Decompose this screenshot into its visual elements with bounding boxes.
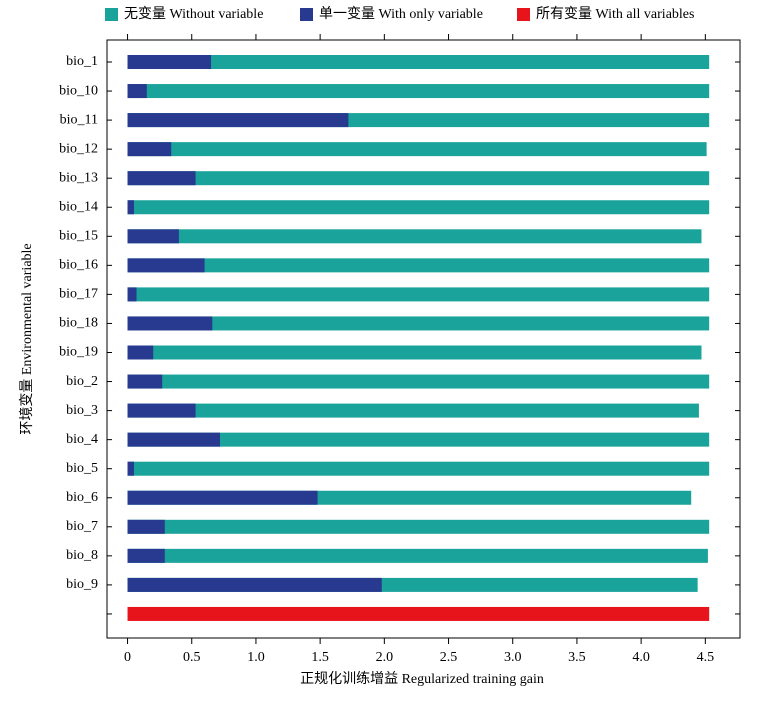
bar [127,258,710,273]
y-tick-label: bio_13 [59,170,98,185]
y-tick-label: bio_19 [59,345,98,360]
x-tick-label: 2.0 [376,650,394,665]
y-tick-label: bio_17 [59,287,98,302]
bar [127,200,710,215]
y-tick-label: bio_7 [66,519,98,534]
x-tick-label: 3.5 [568,650,586,665]
y-tick-label: bio_15 [59,229,98,244]
x-tick-label: 4.0 [632,650,650,665]
bar [127,577,382,592]
legend-swatch [105,8,118,21]
y-tick-label: bio_3 [66,403,98,418]
legend-label: 单一变量 With only variable [319,6,483,22]
bar [127,287,710,302]
bar [127,374,163,389]
bar [127,287,137,302]
y-tick-label: bio_11 [60,112,98,127]
bar [127,55,212,69]
bar [127,461,710,476]
bar [127,403,196,418]
x-axis-label: 正规化训练增益 Regularized training gain [300,671,544,687]
plot-frame [106,39,741,639]
x-tick-label: 2.5 [440,650,458,665]
bar [127,229,702,244]
y-axis-label: 环境变量 Environmental variable [19,243,35,434]
x-tick-label: 3.0 [504,650,522,665]
bar [127,432,710,447]
y-tick-label: bio_14 [59,199,98,214]
bar [127,606,710,621]
x-tick-label: 1.5 [311,650,329,665]
x-tick-label: 4.5 [697,650,715,665]
x-tick-label: 0 [124,650,131,665]
legend-label: 所有变量 With all variables [536,6,694,22]
bar [127,490,318,505]
bar [127,171,196,186]
legend-swatch [517,8,530,21]
bar [127,84,710,99]
y-tick-label: bio_5 [66,461,98,476]
x-tick-label: 0.5 [183,650,201,665]
bar [127,461,134,476]
y-tick-label: bio_4 [66,432,98,447]
bar [127,345,154,360]
bar [127,403,699,418]
bar [127,432,220,447]
legend-swatch [300,8,313,21]
bar [127,113,349,128]
bar [127,171,710,186]
bar [127,519,165,534]
y-tick-label: bio_12 [59,141,98,156]
y-tick-label: bio_6 [66,490,98,505]
bar [127,200,134,215]
y-tick-label: bio_16 [59,258,98,273]
bar [127,142,707,157]
bar [127,84,147,99]
bar [127,548,165,563]
y-tick-label: bio_9 [66,577,98,592]
y-tick-label: bio_1 [66,54,98,69]
bar [127,345,702,360]
bar [127,142,172,157]
bar [127,519,710,534]
bar [127,316,710,331]
bar [127,258,205,273]
x-tick-label: 1.0 [247,650,265,665]
bar [127,55,710,69]
bar [127,374,710,389]
y-tick-label: bio_2 [66,374,98,389]
y-tick-label: bio_10 [59,83,98,98]
bar [127,316,213,331]
y-tick-label: bio_8 [66,548,98,563]
bar [127,229,179,244]
bar [127,548,708,563]
legend-label: 无变量 Without variable [124,6,263,22]
y-tick-label: bio_18 [59,316,98,331]
